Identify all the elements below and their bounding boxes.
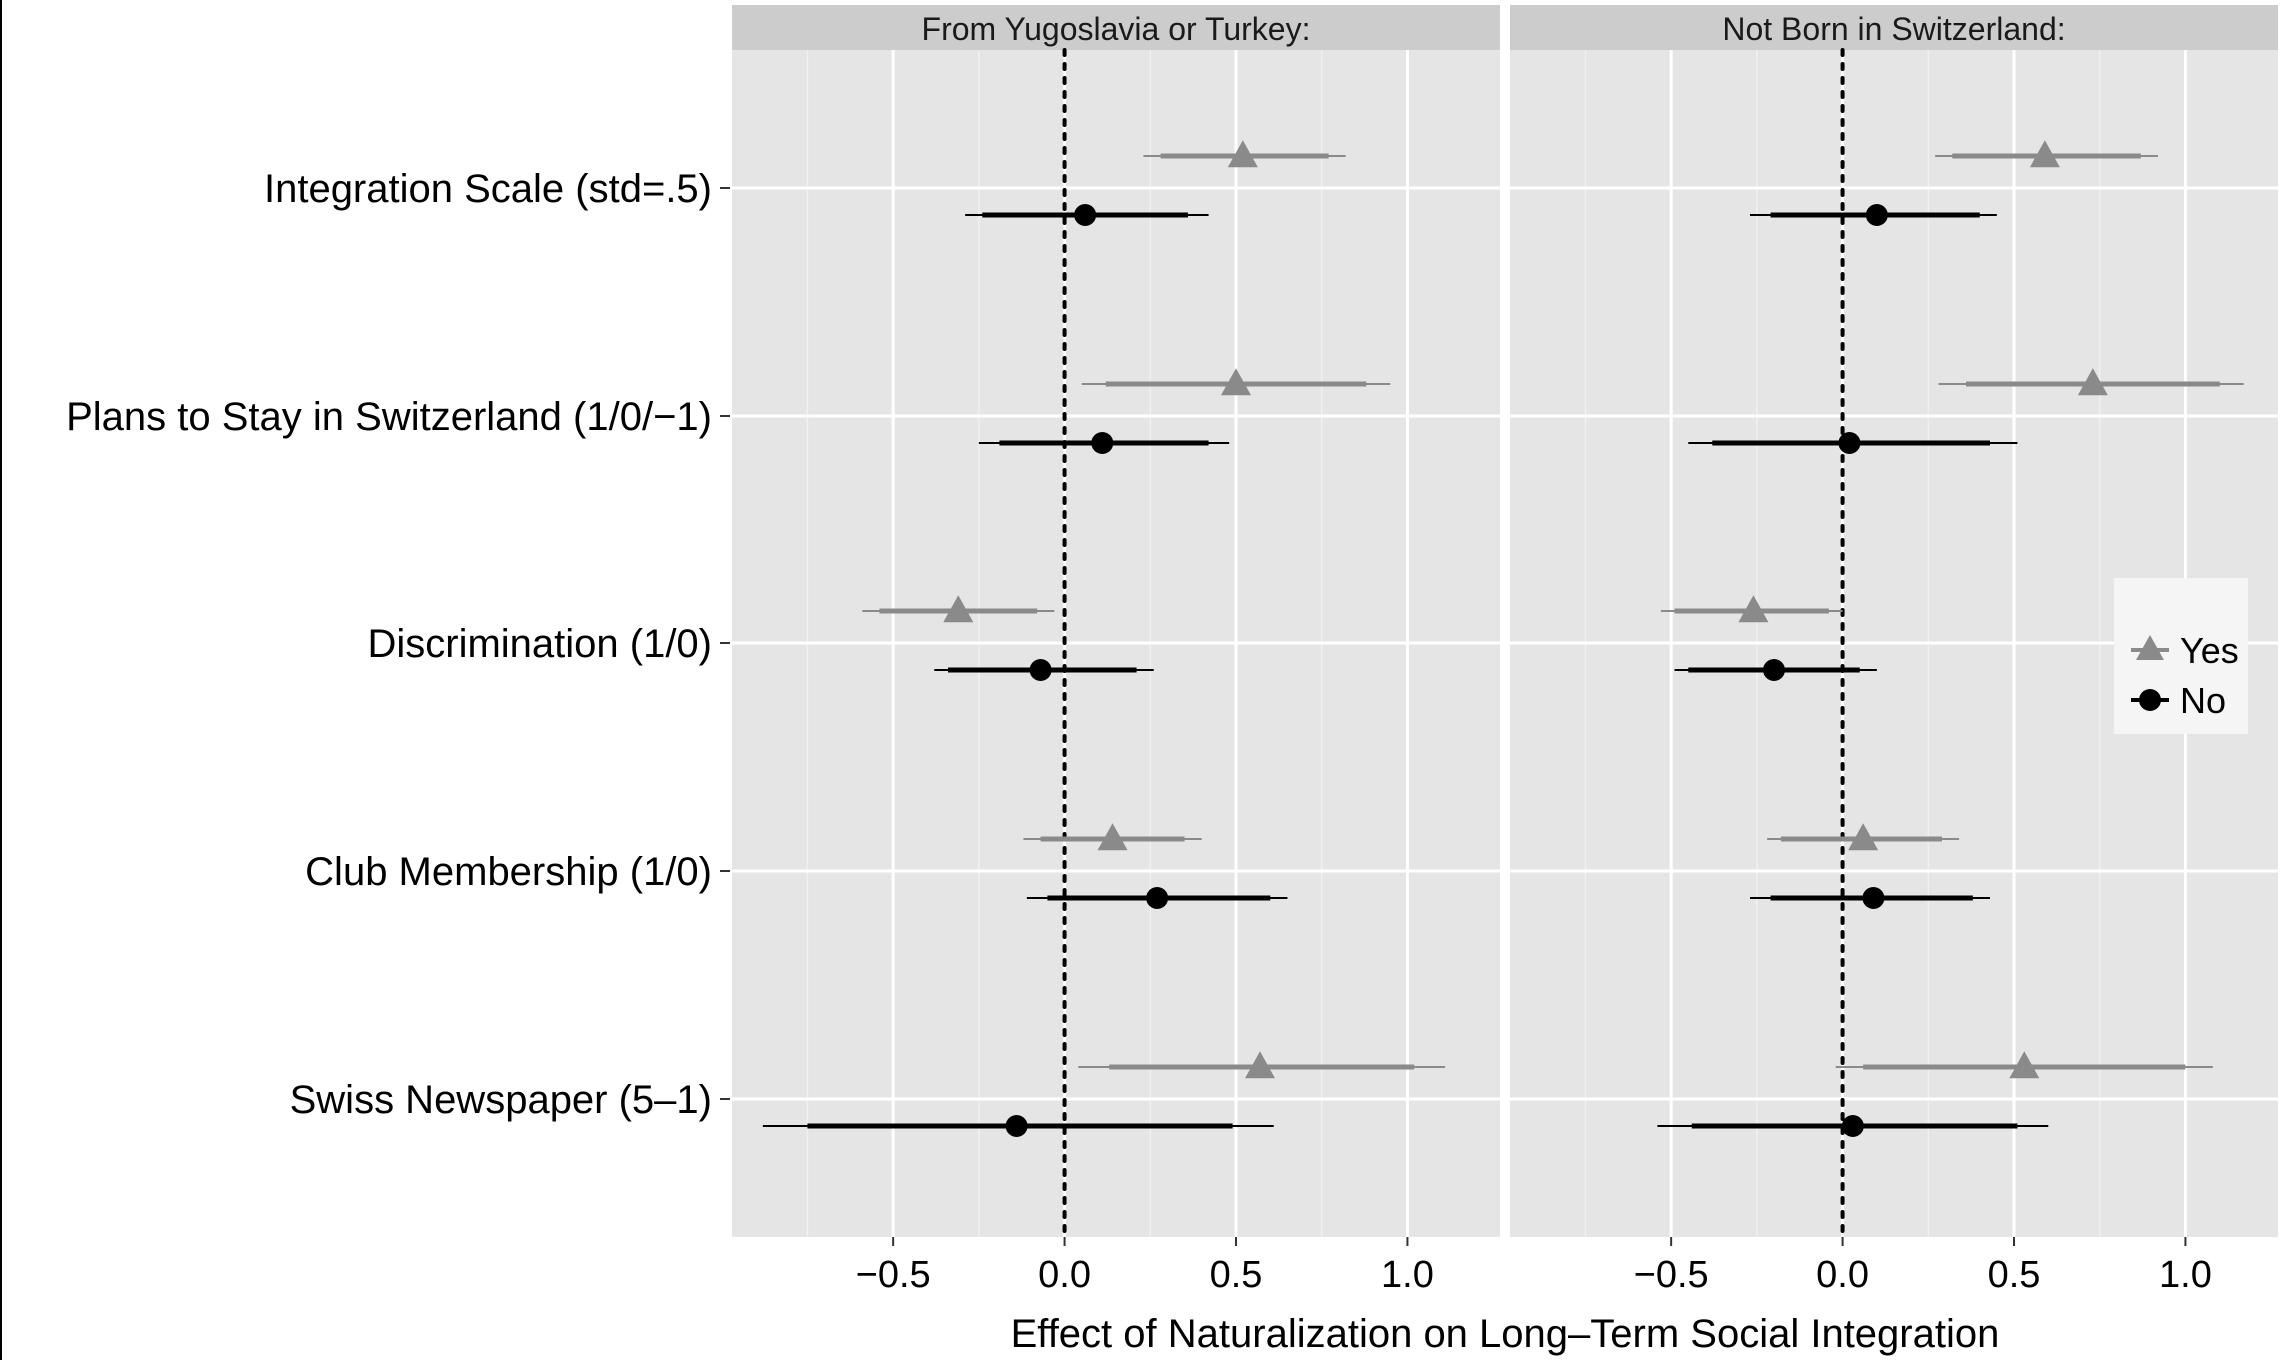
point-no-circle <box>1146 887 1169 909</box>
point-no-circle <box>1862 887 1885 909</box>
legend-box <box>2114 578 2248 734</box>
point-yes-triangle <box>1097 823 1128 851</box>
x-tick-label: 0.0 <box>1038 1254 1091 1296</box>
point-no-circle <box>1029 659 1052 681</box>
category-label: Club Membership (1/0) <box>305 850 712 894</box>
x-tick-label: 0.5 <box>1988 1254 2041 1296</box>
x-tick-label: −0.5 <box>1634 1254 1709 1296</box>
point-no-circle <box>1865 204 1888 226</box>
point-yes-triangle <box>1738 595 1769 623</box>
point-yes-triangle <box>1221 368 1251 396</box>
point-yes-triangle <box>2029 140 2060 168</box>
point-yes-triangle <box>2009 1051 2040 1079</box>
point-yes-triangle <box>1227 140 1258 168</box>
x-tick-label: 1.0 <box>2159 1254 2212 1296</box>
category-label: Integration Scale (std=.5) <box>264 167 712 211</box>
legend: Yes No <box>2114 578 2248 734</box>
category-label: Plans to Stay in Switzerland (1/0/−1) <box>66 395 712 439</box>
x-tick-label: −0.5 <box>856 1254 931 1296</box>
point-yes-triangle <box>2077 368 2108 396</box>
category-label: Swiss Newspaper (5–1) <box>290 1078 712 1122</box>
point-no-circle <box>1074 204 1097 226</box>
point-no-circle <box>1091 432 1114 454</box>
point-yes-triangle <box>943 595 974 623</box>
legend-circle-marker <box>2139 689 2161 711</box>
x-tick-label: 0.5 <box>1210 1254 1263 1296</box>
category-label: Discrimination (1/0) <box>367 622 712 666</box>
panel-title: From Yugoslavia or Turkey: <box>922 11 1311 47</box>
panel-strip <box>1510 5 2278 50</box>
x-tick-label: 1.0 <box>1381 1254 1434 1296</box>
panel-1: From Yugoslavia or Turkey: −0.5 0.0 0.5 1.0 <box>732 5 1500 1296</box>
point-no-circle <box>1005 1115 1028 1137</box>
panel-title: Not Born in Switzerland: <box>1722 11 2065 47</box>
x-axis-label: Effect of Naturalization on Long–Term So… <box>1011 1312 2000 1356</box>
legend-triangle-marker <box>2136 635 2164 660</box>
point-yes-triangle <box>1848 823 1879 851</box>
panel-strip <box>732 5 1500 50</box>
x-tick-label: 0.0 <box>1816 1254 1869 1296</box>
point-no-circle <box>1763 659 1785 681</box>
legend-label: Yes <box>2180 630 2239 671</box>
point-no-circle <box>1841 1115 1864 1137</box>
legend-label: No <box>2180 680 2226 721</box>
point-yes-triangle <box>1245 1051 1275 1079</box>
point-no-circle <box>1838 432 1861 454</box>
